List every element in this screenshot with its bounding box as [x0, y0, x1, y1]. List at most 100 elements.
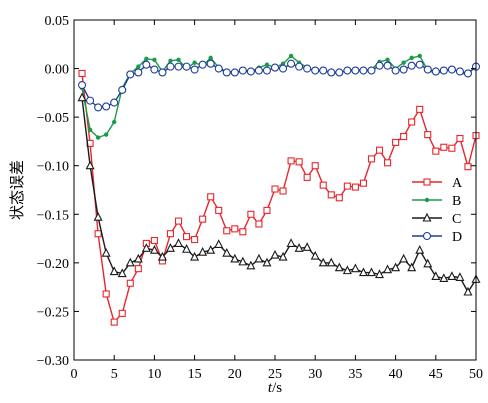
y-tick-label: −0.15	[37, 208, 69, 223]
series-B-point	[401, 60, 406, 65]
legend-label-B: B	[452, 194, 461, 209]
series-B-point	[409, 55, 414, 61]
series-D-point	[254, 66, 263, 75]
series-D-point	[383, 61, 392, 70]
series-D-point	[158, 68, 167, 77]
series-D-point	[455, 67, 464, 76]
series-C	[77, 92, 481, 296]
series-A-point	[295, 158, 303, 166]
series-A-point	[255, 220, 263, 228]
series-D-point	[150, 65, 159, 74]
series-C-point	[222, 247, 232, 257]
series-B-point	[385, 57, 390, 63]
x-tick-label: 30	[308, 367, 322, 382]
series-C-point	[174, 238, 184, 247]
series-A-point	[424, 131, 432, 139]
legend-marker-D	[422, 231, 432, 241]
series-D-point	[238, 66, 247, 75]
series-D-point	[447, 65, 456, 74]
series-A-point	[384, 159, 392, 167]
series-B-point	[144, 56, 149, 62]
series-D-point	[246, 67, 255, 76]
x-tick-label: 45	[429, 367, 443, 382]
series-B-point	[417, 53, 422, 59]
series-D-point	[182, 62, 191, 71]
series-D-point	[278, 64, 288, 73]
series-D-point	[174, 62, 183, 71]
series-C-point	[294, 243, 304, 252]
series-B-point	[95, 135, 101, 140]
series-A-point	[239, 228, 247, 236]
series-D-point	[134, 68, 143, 77]
series-C-point	[383, 264, 393, 274]
series-A-point	[191, 235, 199, 244]
series-B-point	[208, 55, 213, 61]
series-C-point	[206, 245, 216, 254]
x-tick-label: 0	[71, 367, 78, 382]
series-C-point	[431, 271, 441, 281]
x-tick-label: 40	[389, 367, 403, 382]
series-D-point	[367, 66, 376, 75]
legend-marker-B	[424, 197, 430, 203]
y-tick-label: −0.10	[37, 160, 69, 175]
series-A-point	[207, 193, 215, 201]
legend-marker-C	[422, 212, 432, 222]
series-D-point	[359, 66, 368, 75]
series-A-point	[464, 163, 472, 171]
series-D-point	[166, 62, 175, 71]
series-A-point	[134, 265, 142, 273]
series-D	[77, 59, 481, 112]
series-B-point	[136, 64, 141, 69]
x-tick-label: 10	[147, 367, 161, 382]
series-D-point	[423, 65, 432, 74]
series-C-point	[399, 253, 409, 263]
series-A-point	[183, 233, 191, 241]
series-C-point	[407, 262, 417, 272]
series-A-point	[279, 187, 287, 195]
series-D-point	[222, 68, 231, 77]
series-D-point	[270, 63, 280, 72]
series-D-point	[198, 60, 207, 69]
series-C-point	[447, 271, 457, 281]
x-tick-label: 25	[268, 367, 282, 382]
series-A-point	[118, 309, 126, 317]
series-A-point	[271, 185, 279, 193]
x-tick-label: 35	[348, 367, 362, 382]
x-tick-label: 5	[111, 367, 118, 382]
series-D-point	[343, 66, 352, 75]
series-D-point	[375, 61, 384, 70]
series-C-point	[350, 263, 360, 273]
series-D-point	[407, 61, 416, 70]
series-A-point	[110, 318, 118, 326]
series-D-point	[463, 69, 473, 78]
series-C-point	[310, 250, 320, 260]
series-C-point	[101, 247, 111, 257]
series-A-point	[150, 236, 158, 245]
series-A-point	[231, 225, 239, 233]
series-layer	[77, 53, 481, 326]
series-A-point	[351, 183, 359, 191]
series-A-point	[287, 157, 295, 165]
series-A-point	[400, 133, 408, 141]
series-B-point	[103, 132, 109, 137]
y-axis-title: 状态误差	[9, 160, 26, 220]
series-C-point	[423, 258, 433, 268]
series-D-point	[230, 68, 239, 77]
series-C-point	[391, 262, 401, 272]
series-A-point	[102, 290, 110, 298]
series-A-point	[223, 227, 231, 235]
tick-layer: 0 5 10 15 20 25 30 35 40 45 50 0.05 0.00 −0.05 −0.10 −0…	[37, 14, 483, 382]
series-D-point	[206, 59, 215, 68]
series-C-point	[375, 269, 385, 279]
series-A-point	[367, 155, 376, 163]
series-D-point	[391, 66, 400, 75]
series-A-point	[126, 279, 134, 287]
y-tick-label: 0.05	[45, 14, 70, 29]
series-B-point	[264, 62, 270, 67]
series-A-point	[166, 230, 175, 238]
series-C-point	[141, 243, 151, 252]
series-C-point	[214, 239, 224, 248]
series-C-point	[238, 256, 248, 266]
series-C-point	[439, 273, 449, 282]
